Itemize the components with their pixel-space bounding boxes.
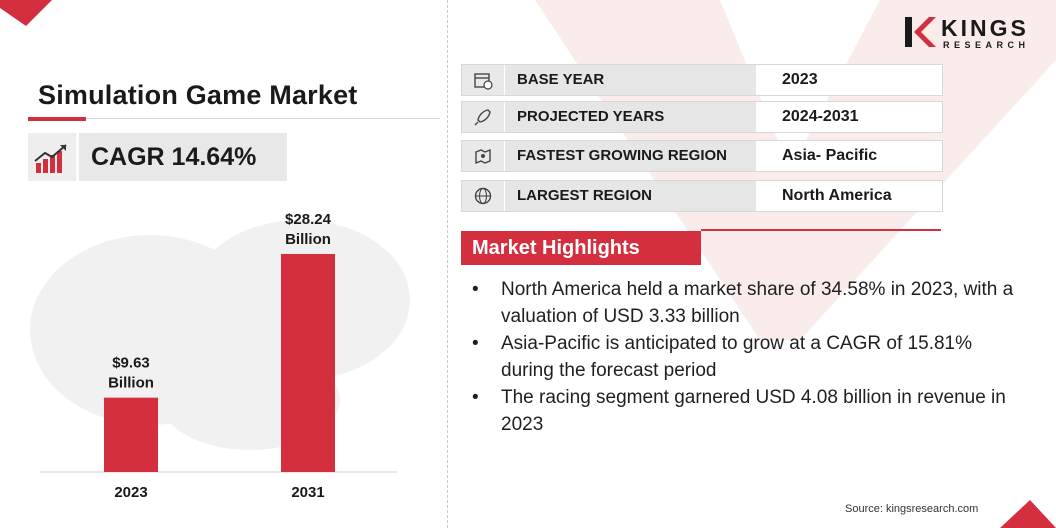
growth-chart-icon bbox=[28, 133, 76, 181]
info-label: FASTEST GROWING REGION bbox=[504, 141, 756, 171]
brand-name: KINGS bbox=[941, 15, 1029, 41]
highlights-rule bbox=[701, 229, 941, 231]
title-underline-accent bbox=[28, 117, 86, 121]
highlights-heading: Market Highlights bbox=[461, 231, 701, 265]
rocket-icon bbox=[462, 102, 504, 132]
kings-logo-icon bbox=[905, 17, 936, 47]
globe-icon bbox=[462, 181, 504, 211]
info-row-projected-years: PROJECTED YEARS 2024-2031 bbox=[461, 101, 943, 133]
bar-value-label: $9.63 bbox=[112, 355, 150, 372]
bar-2031 bbox=[281, 254, 335, 472]
info-value: 2024-2031 bbox=[756, 102, 942, 132]
highlight-item: Asia-Pacific is anticipated to grow at a… bbox=[470, 330, 1030, 384]
info-row-largest-region: LARGEST REGION North America bbox=[461, 180, 943, 212]
cagr-value: CAGR 14.64% bbox=[91, 142, 257, 171]
highlights-list: North America held a market share of 34.… bbox=[470, 276, 1030, 438]
info-value: Asia- Pacific bbox=[756, 141, 942, 171]
page-title: Simulation Game Market bbox=[38, 80, 358, 110]
title-underline bbox=[86, 118, 440, 119]
corner-triangle-top-left bbox=[0, 0, 52, 26]
source-note: Source: kingsresearch.com bbox=[845, 503, 979, 515]
bar-chart: $9.63 Billion 2023 $28.24 Billion 2031 bbox=[40, 211, 397, 501]
bar-value-label: $28.24 bbox=[285, 211, 332, 228]
corner-triangle-bottom-right bbox=[1000, 500, 1056, 528]
bar-2023 bbox=[104, 397, 158, 472]
bar-value-label: Billion bbox=[285, 231, 331, 248]
highlight-item: The racing segment garnered USD 4.08 bil… bbox=[470, 384, 1030, 438]
info-label: PROJECTED YEARS bbox=[504, 102, 756, 132]
map-region-icon bbox=[462, 141, 504, 171]
info-row-base-year: BASE YEAR 2023 bbox=[461, 64, 943, 96]
brand-subtitle: RESEARCH bbox=[943, 40, 1030, 50]
info-value: North America bbox=[756, 181, 942, 211]
x-tick-label: 2031 bbox=[291, 484, 324, 501]
highlight-item: North America held a market share of 34.… bbox=[470, 276, 1030, 330]
info-label: LARGEST REGION bbox=[504, 181, 756, 211]
calendar-icon bbox=[462, 65, 504, 95]
vertical-divider bbox=[447, 0, 448, 528]
info-label: BASE YEAR bbox=[504, 65, 756, 95]
cagr-badge: CAGR 14.64% bbox=[79, 133, 287, 181]
bar-value-label: Billion bbox=[108, 375, 154, 392]
info-row-fastest-growing-region: FASTEST GROWING REGION Asia- Pacific bbox=[461, 140, 943, 172]
x-tick-label: 2023 bbox=[114, 484, 147, 501]
info-value: 2023 bbox=[756, 65, 942, 95]
